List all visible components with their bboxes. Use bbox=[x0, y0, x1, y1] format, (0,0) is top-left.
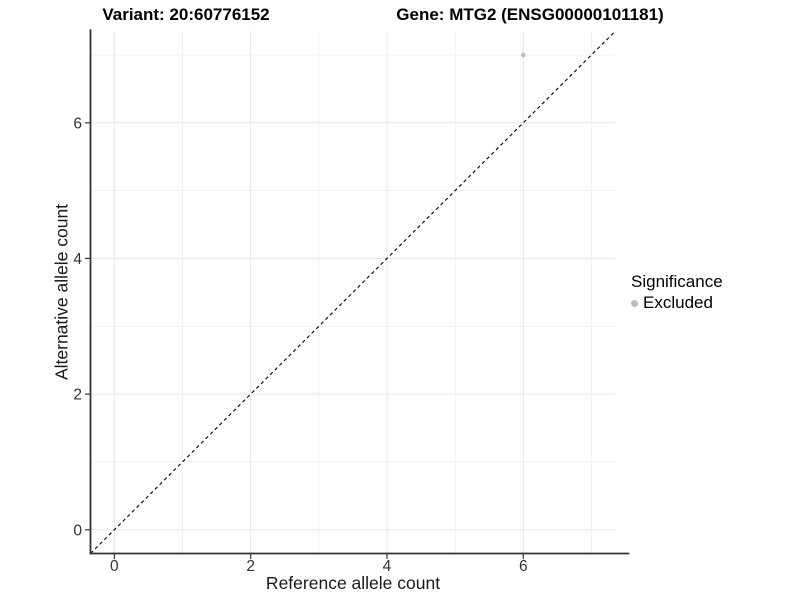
y-tick-label: 4 bbox=[73, 251, 82, 268]
legend: Significance Excluded bbox=[631, 272, 723, 313]
data-point bbox=[520, 52, 526, 58]
y-tick-label: 0 bbox=[73, 522, 82, 539]
x-axis-title: Reference allele count bbox=[265, 573, 441, 593]
x-tick-label: 0 bbox=[110, 558, 119, 575]
legend-point-icon bbox=[631, 299, 638, 307]
identity-dashed-line bbox=[90, 30, 616, 554]
y-axis-title: Alternative allele count bbox=[51, 203, 72, 381]
x-tick-label: 6 bbox=[519, 558, 528, 575]
legend-title: Significance bbox=[631, 272, 723, 291]
variant-title: Variant: 20:60776152 bbox=[102, 5, 270, 24]
x-tick-label: 2 bbox=[246, 558, 255, 575]
legend-item-label: Excluded bbox=[643, 293, 713, 312]
y-tick-label: 2 bbox=[73, 387, 82, 404]
x-tick-label: 4 bbox=[383, 558, 392, 575]
gene-title: Gene: MTG2 (ENSG00000101181) bbox=[396, 5, 664, 24]
y-tick-label: 6 bbox=[73, 115, 82, 132]
legend-item-excluded: Excluded bbox=[631, 293, 723, 313]
